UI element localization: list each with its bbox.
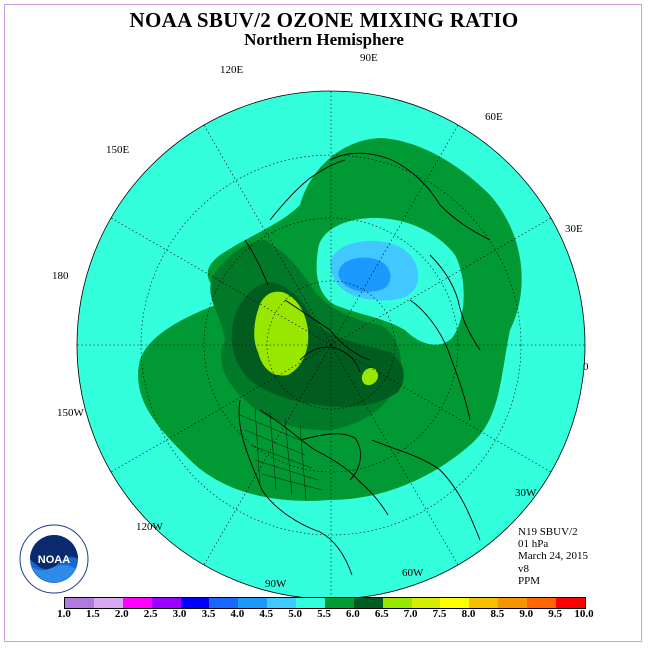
longitude-labels: 90E 60E 30E 0 30W 60W 90W 120W 150W 180 … bbox=[52, 52, 589, 590]
lon-label: 90W bbox=[265, 578, 287, 590]
colorbar-segment bbox=[324, 598, 354, 608]
colorbar-ticks: 1.0 1.5 2.0 2.5 3.0 3.5 4.0 4.5 5.0 5.5 6.0 6.5 7.0 7… bbox=[55, 608, 595, 622]
colorbar-segment bbox=[267, 598, 296, 608]
contour-band-6.5-b bbox=[361, 368, 378, 386]
colorbar-segment bbox=[353, 598, 383, 608]
contour-band-6.5-a bbox=[254, 291, 309, 376]
noaa-logo: NOAA bbox=[19, 524, 89, 594]
colorbar-segment bbox=[122, 598, 152, 608]
colorbar-tick-label: 1.5 bbox=[86, 608, 100, 620]
lon-label: 120E bbox=[220, 64, 244, 76]
map-subtitle: Northern Hemisphere bbox=[244, 30, 404, 49]
colorbar-tick-label: 8.0 bbox=[461, 608, 476, 620]
version-label: v8 bbox=[518, 562, 529, 575]
colorbar-tick-label: 10.0 bbox=[574, 608, 594, 620]
colorbar-segment bbox=[469, 598, 499, 608]
lon-label: 120W bbox=[136, 521, 164, 533]
figure-frame bbox=[4, 4, 642, 642]
colorbar-tick-label: 8.5 bbox=[490, 608, 505, 620]
colorbar-segment bbox=[180, 598, 210, 608]
lon-label: 30E bbox=[565, 223, 583, 235]
lon-label: 30W bbox=[515, 487, 537, 499]
lon-label: 60E bbox=[485, 111, 503, 123]
colorbar-segment bbox=[440, 598, 470, 608]
colorbar-tick-label: 5.5 bbox=[317, 608, 331, 620]
colorbar-segment bbox=[555, 598, 585, 608]
colorbar-segment bbox=[151, 598, 181, 608]
colorbar-tick-label: 4.0 bbox=[230, 608, 245, 620]
date-label: March 24, 2015 bbox=[518, 550, 588, 563]
colorbar-segment bbox=[411, 598, 441, 608]
level-label: 01 hPa bbox=[518, 538, 549, 551]
colorbar-segment bbox=[296, 598, 325, 608]
colorbar-tick-label: 3.0 bbox=[172, 608, 187, 620]
colorbar-tick-label: 7.5 bbox=[432, 608, 447, 620]
colorbar-tick-label: 1.0 bbox=[57, 608, 71, 620]
colorbar-segment bbox=[209, 598, 239, 608]
colorbar-segment bbox=[527, 598, 556, 608]
colorbar-tick-label: 6.5 bbox=[374, 608, 389, 620]
lon-label: 180 bbox=[52, 270, 69, 282]
graticule bbox=[77, 91, 585, 599]
lon-label: 60W bbox=[402, 567, 424, 579]
colorbar-tick-label: 7.0 bbox=[403, 608, 418, 620]
coastlines bbox=[238, 152, 491, 576]
colorbar-tick-label: 2.5 bbox=[143, 608, 158, 620]
colorbar-tick-label: 3.5 bbox=[201, 608, 216, 620]
map-metadata: N19 SBUV/2 01 hPa March 24, 2015 v8 PPM bbox=[518, 526, 588, 587]
satellite-label: N19 SBUV/2 bbox=[518, 526, 578, 538]
lon-label: 150W bbox=[57, 407, 85, 419]
colorbar-tick-label: 4.5 bbox=[259, 608, 274, 620]
units-label: PPM bbox=[518, 574, 541, 587]
colorbar-segment bbox=[65, 598, 94, 608]
colorbar-tick-label: 6.0 bbox=[346, 608, 360, 620]
colorbar-tick-label: 5.0 bbox=[288, 608, 302, 620]
colorbar bbox=[64, 597, 586, 609]
colorbar-segment bbox=[93, 598, 123, 608]
colorbar-tick-label: 9.5 bbox=[548, 608, 562, 620]
contour-band-3.0 bbox=[338, 257, 391, 292]
map-title: NOAA SBUV/2 OZONE MIXING RATIO bbox=[129, 8, 519, 32]
colorbar-tick-label: 2.0 bbox=[114, 608, 129, 620]
lon-label: 0 bbox=[583, 361, 589, 373]
colorbar-segment bbox=[382, 598, 412, 608]
lon-label: 150E bbox=[106, 144, 130, 156]
colorbar-segment bbox=[498, 598, 527, 608]
colorbar-tick-label: 9.0 bbox=[519, 608, 534, 620]
lon-label: 90E bbox=[360, 52, 378, 64]
logo-text: NOAA bbox=[38, 554, 70, 566]
colorbar-segment bbox=[238, 598, 268, 608]
